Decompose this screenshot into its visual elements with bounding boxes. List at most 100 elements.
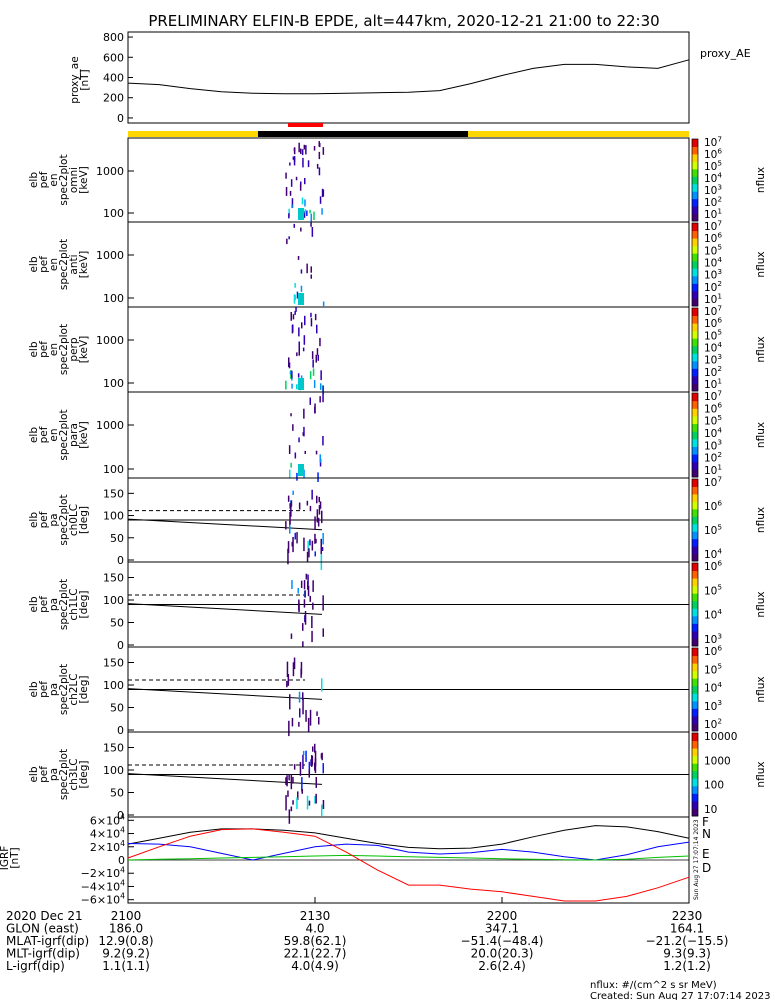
- legend-D: D: [702, 861, 711, 875]
- flux-mark: [304, 199, 306, 207]
- flux-mark: [322, 595, 324, 611]
- flux-mark: [318, 167, 321, 176]
- loss-cone-line: [127, 773, 323, 785]
- flux-mark: [290, 774, 293, 790]
- colorbar-segment: [692, 400, 698, 409]
- panel-igrf: 6×1044×1042×1040−2×104−4×104−6×104IGRF[n…: [0, 812, 711, 906]
- flux-mark: [314, 743, 316, 753]
- flux-mark: [304, 450, 306, 454]
- ytick-label: 0: [117, 724, 124, 737]
- cbar-tick-label: 106: [704, 498, 722, 513]
- flux-mark: [321, 188, 324, 197]
- ytick-label: 100: [103, 594, 124, 607]
- cbar-tick-label-exponent: 2: [717, 450, 722, 459]
- colorbar-segment: [692, 593, 698, 602]
- ylabel-line: en: [48, 428, 60, 441]
- colorbar-segment: [692, 648, 698, 657]
- flux-mark: [302, 157, 304, 168]
- flux-mark: [316, 509, 319, 523]
- ytick-label: 0: [117, 554, 124, 567]
- cbar-tick-label: 104: [704, 680, 722, 695]
- flux-mark: [304, 209, 306, 214]
- ytick-label: 100: [103, 207, 124, 220]
- ytick-label: 0: [118, 854, 125, 867]
- panel-frame: [127, 31, 690, 124]
- flux-mark: [297, 588, 299, 594]
- flux-mark: [304, 315, 306, 326]
- loss-cone-line: [127, 518, 323, 531]
- loss-cone-line: [127, 688, 323, 700]
- orbit-status-bar: [128, 123, 689, 137]
- flux-mark: [313, 211, 315, 220]
- ylabel-line: spec2plot: [58, 664, 70, 715]
- ytick-label: 150: [103, 742, 124, 755]
- flux-mark: [290, 413, 292, 417]
- ylabel-line: en: [48, 343, 60, 356]
- legend-E: E: [702, 847, 710, 861]
- flux-mark: [290, 806, 293, 812]
- ytick-label: 200: [103, 92, 124, 105]
- colorbar-segment: [692, 260, 698, 269]
- flux-mark: [295, 176, 298, 181]
- ylabel-line: ch0LC: [68, 504, 80, 536]
- flux-mark: [311, 351, 314, 359]
- flux-mark: [291, 204, 293, 209]
- colorbar-segment: [692, 501, 698, 510]
- flux-mark: [300, 148, 302, 154]
- cbar-tick-label-exponent: 2: [717, 194, 722, 203]
- cbar-label: nflux: [755, 167, 767, 193]
- flux-mark: [298, 208, 304, 220]
- colorbar-segment: [692, 298, 698, 307]
- xaxis-value: 164.1: [670, 922, 704, 936]
- xaxis-value: 1.1(1.1): [102, 959, 150, 973]
- cbar-tick-label-exponent: 2: [717, 364, 722, 373]
- flux-mark: [308, 769, 310, 778]
- colorbar-segment: [692, 323, 698, 332]
- colorbar-frame: [691, 392, 699, 478]
- flux-mark: [292, 537, 294, 553]
- plot-title: PRELIMINARY ELFIN-B EPDE, alt=447km, 202…: [148, 12, 659, 30]
- flux-mark: [314, 795, 316, 804]
- flux-mark: [309, 595, 311, 602]
- xaxis-row-label: 2020 Dec 21: [6, 909, 83, 923]
- cbar-tick-label-exponent: 1: [717, 376, 722, 385]
- ylabel-line: spec2plot: [58, 579, 70, 630]
- flux-mark: [285, 521, 287, 530]
- colorbar-segment: [692, 655, 698, 664]
- cbar-tick-label-exponent: 5: [717, 522, 722, 531]
- igrf-series-D: [127, 828, 690, 902]
- colorbar-segment: [692, 800, 698, 809]
- colorbar-segment: [692, 191, 698, 200]
- flux-mark: [301, 788, 303, 794]
- flux-mark: [307, 581, 309, 590]
- cbar-tick-label-exponent: 7: [717, 474, 722, 483]
- colorbar-segment: [692, 508, 698, 517]
- flux-mark: [292, 314, 295, 320]
- flux-mark: [319, 143, 321, 148]
- cbar-tick-label-exponent: 4: [717, 607, 722, 616]
- flux-mark: [318, 151, 321, 160]
- colorbar-segment: [692, 139, 698, 147]
- ylabel-line: en: [48, 258, 60, 271]
- flux-mark: [296, 532, 298, 544]
- flux-mark: [296, 352, 298, 357]
- flux-mark: [301, 777, 303, 792]
- xaxis-value: 22.1(22.7): [284, 947, 347, 961]
- flux-mark: [294, 283, 296, 288]
- flux-mark: [316, 324, 318, 334]
- ylabel-line: [deg]: [78, 761, 90, 789]
- ylabel-line: IGRF: [0, 846, 11, 871]
- flux-mark: [322, 800, 325, 809]
- footer-units: nflux: #/(cm^2 s sr MeV): [590, 980, 717, 991]
- cbar-tick-label: 105: [704, 583, 722, 598]
- ytick-label-exponent: 4: [120, 892, 125, 901]
- flux-mark: [303, 599, 306, 608]
- flux-mark: [285, 795, 287, 811]
- cbar-tick-label-exponent: 1: [717, 206, 722, 215]
- flux-mark: [300, 269, 303, 274]
- ylabel-line: pa: [48, 513, 60, 526]
- cbar-label: nflux: [755, 761, 767, 787]
- flux-mark: [298, 437, 300, 443]
- cbar-label: nflux: [755, 422, 767, 448]
